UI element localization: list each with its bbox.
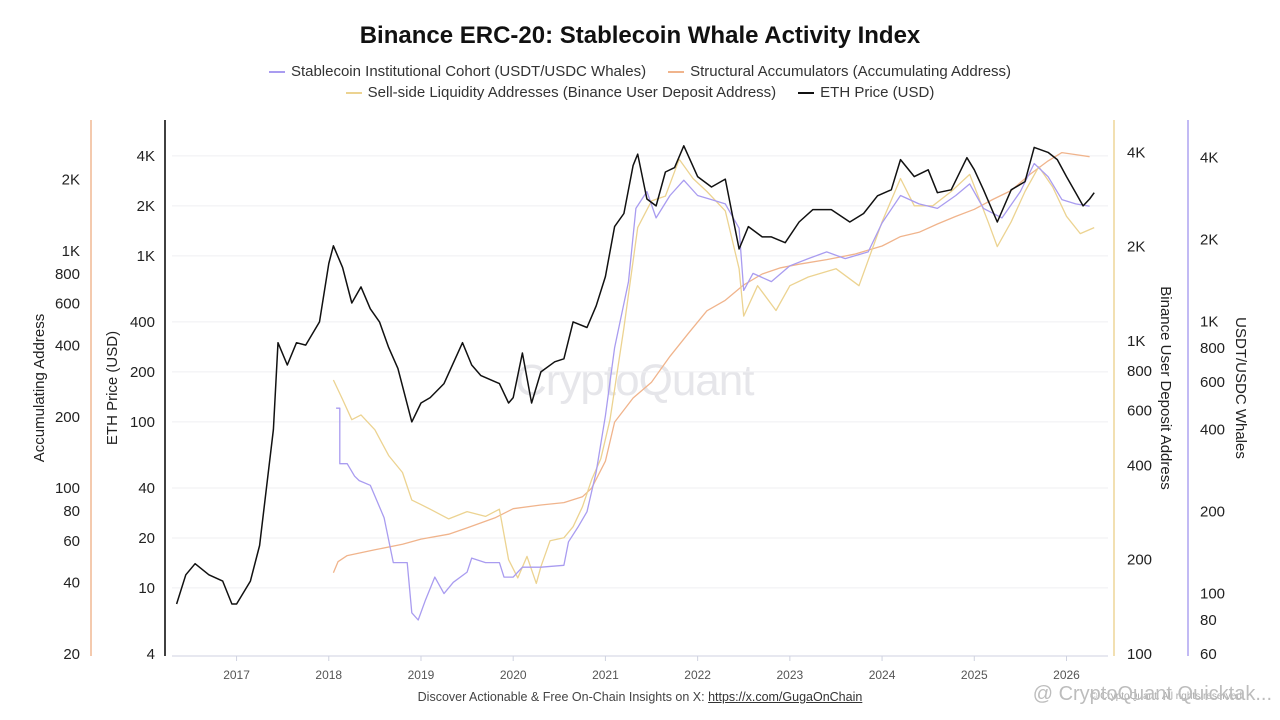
footer-link[interactable]: https://x.com/GugaOnChain (708, 690, 863, 704)
legend-row-2: Sell-side Liquidity Addresses (Binance U… (0, 84, 1280, 101)
whales-tick-label-4K: 4K (1200, 149, 1218, 166)
accumulating-tick-label-100: 100 (55, 480, 80, 497)
series-line-whales (336, 162, 1090, 621)
accumulating-tick-label-600: 600 (55, 296, 80, 313)
whales-tick-label-200: 200 (1200, 504, 1225, 521)
whales-tick-label-100: 100 (1200, 586, 1225, 603)
corner-watermark: @ CryptoQuant Quicktak... (1032, 683, 1272, 705)
legend-item-accumulators[interactable]: Structural Accumulators (Accumulating Ad… (668, 63, 1011, 80)
legend-item-eth[interactable]: ETH Price (USD) (798, 84, 934, 101)
accumulating-tick-label-20: 20 (63, 646, 80, 663)
x-tick-label-2020: 2020 (500, 668, 527, 682)
deposit-tick-label-4K: 4K (1127, 144, 1145, 161)
x-tick-label-2019: 2019 (408, 668, 435, 682)
eth-tick-label-4K: 4K (137, 148, 155, 165)
footer-text: Discover Actionable & Free On-Chain Insi… (417, 690, 709, 704)
eth-tick-label-4: 4 (147, 646, 155, 663)
x-tick-label-2018: 2018 (315, 668, 342, 682)
eth-tick-label-400: 400 (130, 314, 155, 331)
series-line-deposit (332, 158, 1095, 585)
legend-swatch-eth (798, 91, 815, 94)
whales-tick-label-600: 600 (1200, 374, 1225, 391)
chart-title: Binance ERC-20: Stablecoin Whale Activit… (359, 22, 921, 49)
eth-tick-label-1K: 1K (137, 248, 155, 265)
whales-tick-label-2K: 2K (1200, 231, 1218, 248)
whales-tick-label-1K: 1K (1200, 313, 1218, 330)
eth-tick-label-10: 10 (138, 580, 155, 597)
x-tick-label-2026: 2026 (1053, 668, 1080, 682)
deposit-tick-label-800: 800 (1127, 363, 1152, 380)
legend-label-deposit: Sell-side Liquidity Addresses (Binance U… (367, 84, 777, 101)
eth-tick-label-200: 200 (130, 364, 155, 381)
accumulating-tick-label-60: 60 (63, 533, 80, 550)
x-tick-label-2021: 2021 (592, 668, 619, 682)
deposit-axis-label: Binance User Deposit Address (1157, 286, 1174, 489)
accumulating-tick-label-2K: 2K (62, 172, 80, 189)
legend-row-1: Stablecoin Institutional Cohort (USDT/US… (0, 63, 1280, 80)
deposit-tick-label-1K: 1K (1127, 333, 1145, 350)
accumulating-axis-label: Accumulating Address (31, 314, 48, 462)
legend-label-accumulators: Structural Accumulators (Accumulating Ad… (690, 63, 1012, 80)
copyright-note: © CryptoQuant. All rights reserved (1090, 691, 1242, 702)
series-line-eth (175, 145, 1095, 605)
whales-axis-label: USDT/USDC Whales (1232, 317, 1249, 459)
x-tick-label-2023: 2023 (777, 668, 804, 682)
legend-item-deposit[interactable]: Sell-side Liquidity Addresses (Binance U… (345, 84, 777, 101)
legend-item-whales[interactable]: Stablecoin Institutional Cohort (USDT/US… (268, 63, 647, 80)
eth-tick-label-40: 40 (138, 480, 155, 497)
accumulating-tick-label-800: 800 (55, 266, 80, 283)
series-line-accumulating (332, 151, 1090, 574)
legend-swatch-deposit (345, 91, 362, 94)
deposit-tick-label-400: 400 (1127, 457, 1152, 474)
deposit-tick-label-600: 600 (1127, 402, 1152, 419)
accumulating-tick-label-80: 80 (63, 503, 80, 520)
x-tick-label-2017: 2017 (223, 668, 250, 682)
x-tick-label-2022: 2022 (684, 668, 711, 682)
accumulating-tick-label-200: 200 (55, 409, 80, 426)
deposit-tick-label-200: 200 (1127, 552, 1152, 569)
whales-tick-label-800: 800 (1200, 340, 1225, 357)
x-tick-label-2025: 2025 (961, 668, 988, 682)
legend-label-whales: Stablecoin Institutional Cohort (USDT/US… (290, 63, 647, 80)
legend-label-eth: ETH Price (USD) (820, 84, 935, 101)
accumulating-tick-label-1K: 1K (62, 243, 80, 260)
whales-tick-label-60: 60 (1200, 646, 1217, 663)
eth-tick-label-20: 20 (138, 530, 155, 547)
deposit-tick-label-2K: 2K (1127, 239, 1145, 256)
whales-tick-label-400: 400 (1200, 422, 1225, 439)
legend-swatch-accumulators (668, 70, 685, 73)
deposit-tick-label-100: 100 (1127, 646, 1152, 663)
whales-tick-label-80: 80 (1200, 612, 1217, 629)
eth-axis-label: ETH Price (USD) (104, 331, 121, 445)
accumulating-tick-label-400: 400 (55, 337, 80, 354)
footer: Discover Actionable & Free On-Chain Insi… (0, 690, 1280, 704)
eth-tick-label-2K: 2K (137, 198, 155, 215)
accumulating-tick-label-40: 40 (63, 575, 80, 592)
legend-swatch-whales (268, 70, 285, 73)
x-tick-label-2024: 2024 (869, 668, 896, 682)
eth-tick-label-100: 100 (130, 414, 155, 431)
